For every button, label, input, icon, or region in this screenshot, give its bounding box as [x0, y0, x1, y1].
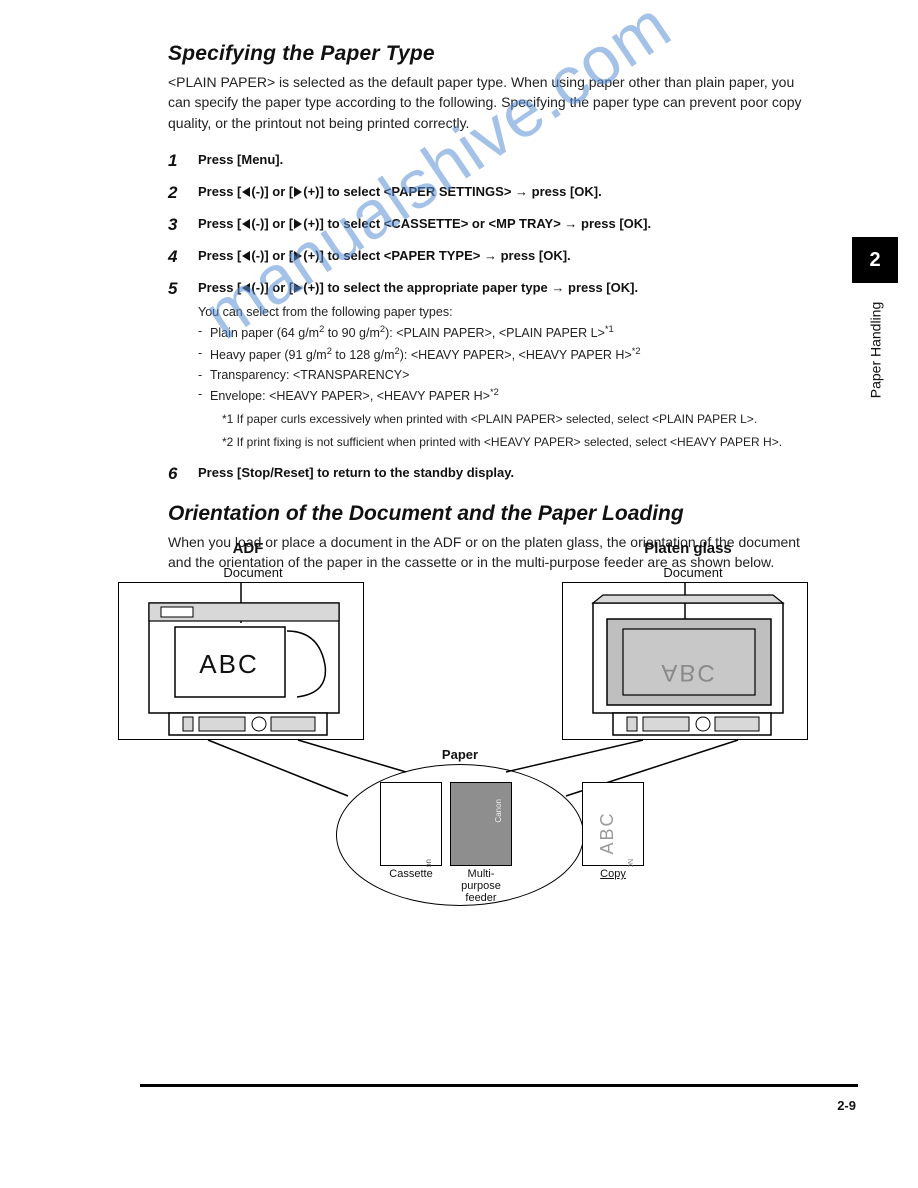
left-arrow-icon	[242, 283, 250, 293]
left-arrow-icon	[242, 251, 250, 261]
platen-device-icon: ABC	[563, 583, 809, 741]
orientation-diagram: ADF Platen glass Document ABC Document	[118, 540, 838, 920]
t: (+)] to select <PAPER TYPE> → press [OK]…	[303, 248, 570, 263]
chapter-tab-label: Paper Handling	[852, 290, 898, 410]
step-num: 4	[168, 247, 198, 267]
sub-item: Envelope: <HEAVY PAPER>, <HEAVY PAPER H>…	[210, 385, 814, 407]
step-num: 3	[168, 215, 198, 235]
t: Press [	[198, 248, 241, 263]
doc-label-adf: Document	[208, 565, 298, 580]
step-5-sub: You can select from the following paper …	[198, 303, 814, 452]
mpfeeder-label: Multi- purpose feeder	[448, 868, 514, 904]
page-number: 2-9	[837, 1098, 856, 1113]
right-arrow-icon	[294, 219, 302, 229]
doc-label-platen: Document	[648, 565, 738, 580]
t: (-)] or [	[251, 216, 293, 231]
paper-label: Paper	[430, 748, 490, 763]
t: (+)] to select <CASSETTE> or <MP TRAY> →…	[303, 216, 651, 231]
left-arrow-icon	[242, 187, 250, 197]
step-4: 4 Press [ (-)] or [ (+)] to select <PAPER …	[168, 247, 814, 267]
left-arrow-icon	[242, 219, 250, 229]
adf-box: ABC	[118, 582, 364, 740]
copy-output: ABC CANON	[582, 782, 644, 866]
footnote-2: *2 If print fixing is not sufficient whe…	[198, 433, 814, 452]
page-content: Specifying the Paper Type <PLAIN PAPER> …	[168, 42, 814, 590]
section-2-title: Orientation of the Document and the Pape…	[168, 502, 814, 526]
t: (+)] to select <PAPER SETTINGS> → press …	[303, 184, 601, 199]
copy-label: Copy	[578, 868, 648, 880]
cassette-paper-icon: Canon	[381, 783, 443, 867]
step-label: Press [ (-)] or [ (+)] to select <PAPER TY…	[198, 247, 814, 265]
platen-box: ABC	[562, 582, 808, 740]
svg-text:ABC: ABC	[661, 659, 716, 686]
sub-item: Heavy paper (91 g/m2 to 128 g/m2): <HEAV…	[210, 344, 814, 366]
step-label: Press [ (-)] or [ (+)] to select <CASSETTE…	[198, 215, 814, 233]
section-1-intro: <PLAIN PAPER> is selected as the default…	[168, 72, 814, 133]
platen-title: Platen glass	[628, 540, 748, 557]
step-3: 3 Press [ (-)] or [ (+)] to select <CASSET…	[168, 215, 814, 235]
step-label: Press [ (-)] or [ (+)] to select <PAPER SE…	[198, 183, 814, 201]
step-num: 5	[168, 279, 198, 299]
step-label: Press [Stop/Reset] to return to the stan…	[198, 464, 814, 482]
step-2: 2 Press [ (-)] or [ (+)] to select <PAPER …	[168, 183, 814, 203]
section-1-title: Specifying the Paper Type	[168, 42, 814, 66]
cassette-paper: Canon	[380, 782, 442, 866]
svg-text:CANON: CANON	[628, 859, 635, 867]
t: (-)] or [	[251, 184, 293, 199]
step-6: 6 Press [Stop/Reset] to return to the st…	[168, 464, 814, 484]
svg-text:ABC: ABC	[597, 811, 617, 854]
t: (-)] or [	[251, 248, 293, 263]
t: Press [	[198, 280, 241, 295]
t: Press [	[198, 216, 241, 231]
t: Press [	[198, 184, 241, 199]
mpfeeder-paper-icon: Canon	[451, 783, 513, 867]
t: (+)] to select the appropriate paper typ…	[303, 280, 638, 295]
footer-rule	[140, 1084, 858, 1087]
step-num: 6	[168, 464, 198, 484]
cassette-label: Cassette	[374, 868, 448, 880]
adf-title: ADF	[218, 540, 278, 557]
step-label: Press [Menu].	[198, 151, 814, 169]
chapter-tab: 2	[852, 237, 898, 283]
sub-lead: You can select from the following paper …	[198, 303, 814, 322]
step-label: Press [ (-)] or [ (+)] to select the appro…	[198, 279, 814, 297]
steps-list: 1 Press [Menu]. 2 Press [ (-)] or [ (+)] t…	[168, 151, 814, 484]
svg-text:Canon: Canon	[424, 859, 433, 867]
right-arrow-icon	[294, 283, 302, 293]
step-num: 1	[168, 151, 198, 171]
svg-text:Canon: Canon	[494, 799, 503, 823]
right-arrow-icon	[294, 251, 302, 261]
step-5: 5 Press [ (-)] or [ (+)] to select the app…	[168, 279, 814, 452]
adf-device-icon: ABC	[119, 583, 365, 741]
footnote-1: *1 If paper curls excessively when print…	[198, 410, 814, 429]
right-arrow-icon	[294, 187, 302, 197]
t: (-)] or [	[251, 280, 293, 295]
sub-item: Plain paper (64 g/m2 to 90 g/m2): <PLAIN…	[210, 322, 814, 344]
step-num: 2	[168, 183, 198, 203]
sub-item: Transparency: <TRANSPARENCY>	[210, 366, 814, 385]
chapter-tab-text: Paper Handling	[867, 302, 883, 399]
step-1: 1 Press [Menu].	[168, 151, 814, 171]
svg-text:ABC: ABC	[199, 649, 258, 679]
copy-output-icon: ABC CANON	[583, 783, 645, 867]
mpfeeder-paper: Canon	[450, 782, 512, 866]
